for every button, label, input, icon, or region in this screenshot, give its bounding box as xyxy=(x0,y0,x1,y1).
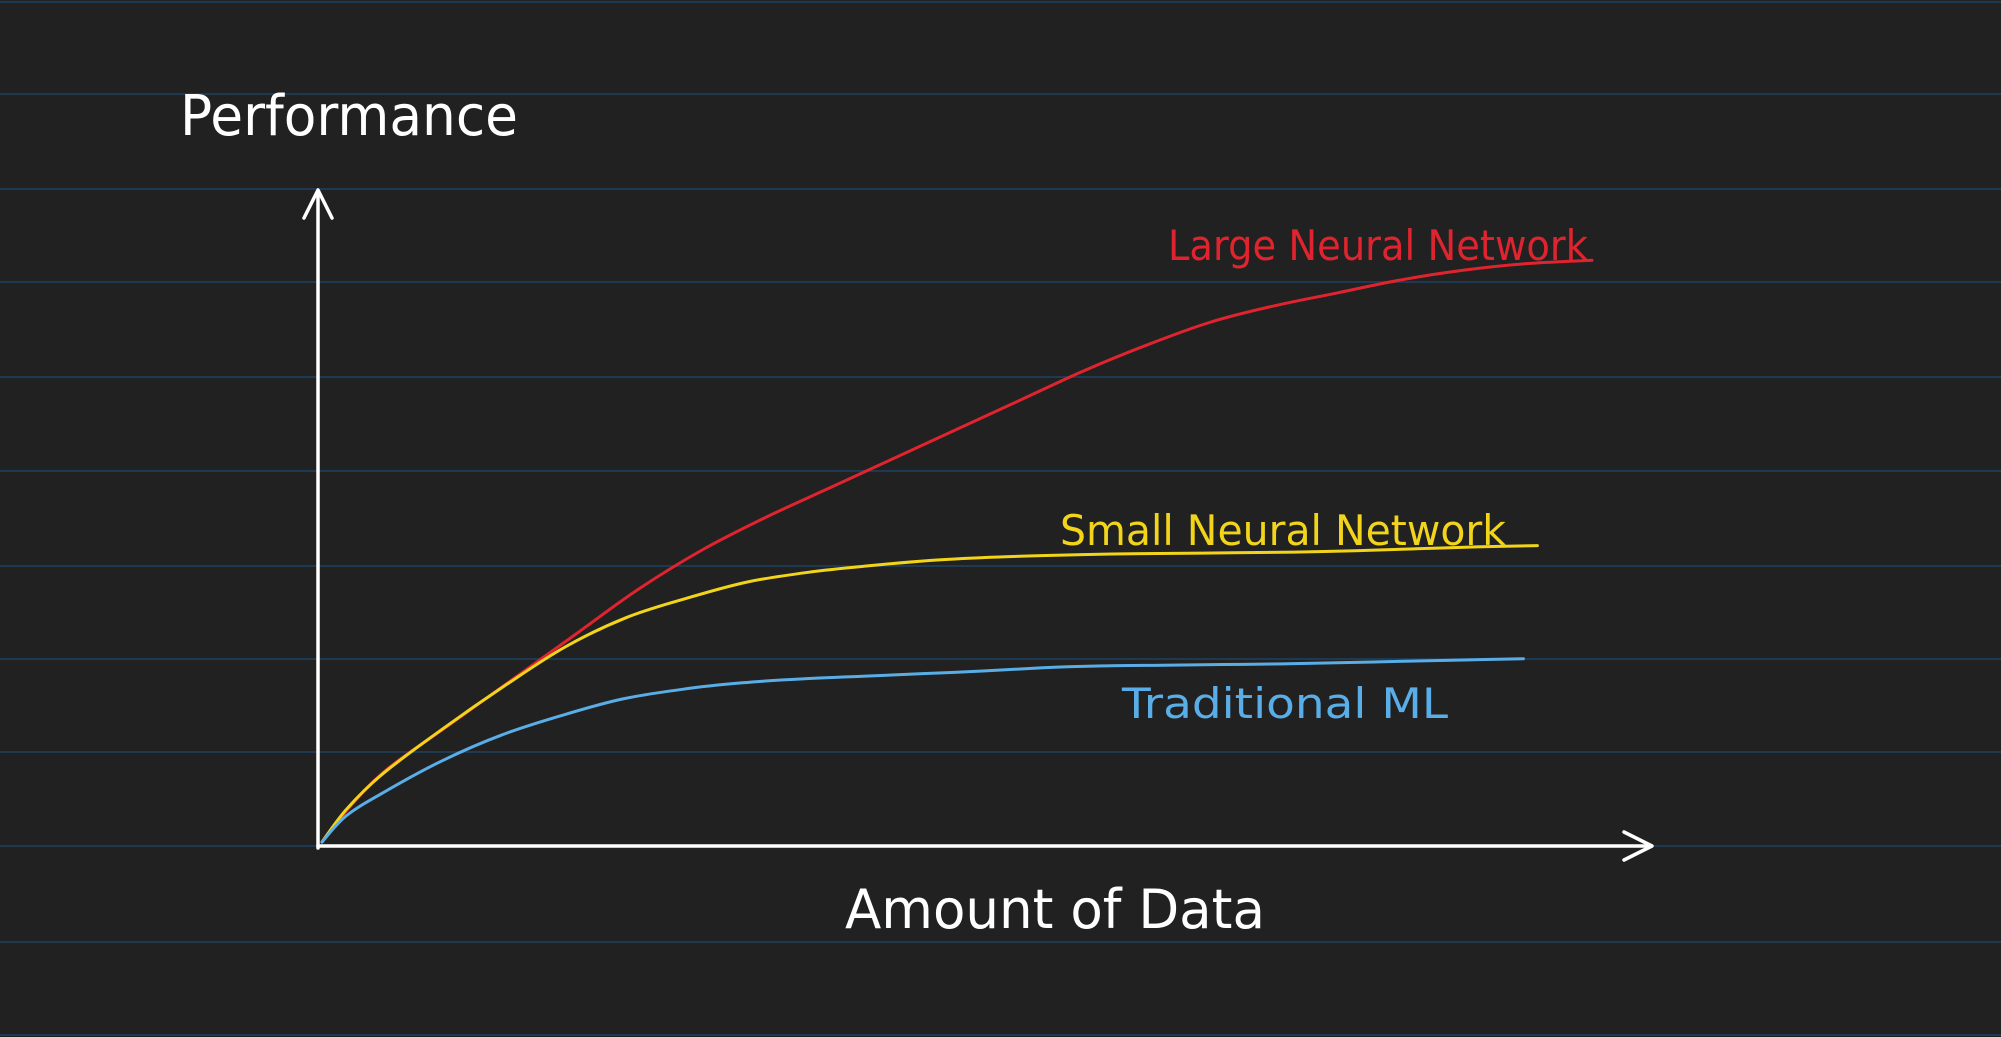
series-label-small-neural-network: Small Neural Network xyxy=(1060,506,1507,555)
series-labels: Large Neural Network Small Neural Networ… xyxy=(1060,221,1589,728)
y-axis-label: Performance xyxy=(180,84,518,149)
series-label-traditional-ml: Traditional ML xyxy=(1121,679,1449,728)
axes xyxy=(302,188,1654,862)
series-line-traditional-ml xyxy=(320,657,1525,844)
y-axis-arrowhead xyxy=(302,188,334,220)
series-lines xyxy=(320,258,1594,844)
x-axis-arrowhead xyxy=(1622,830,1654,862)
series-label-large-neural-network: Large Neural Network xyxy=(1168,221,1589,270)
x-axis-label: Amount of Data xyxy=(845,878,1265,941)
series-line-small-neural-network xyxy=(320,544,1539,844)
